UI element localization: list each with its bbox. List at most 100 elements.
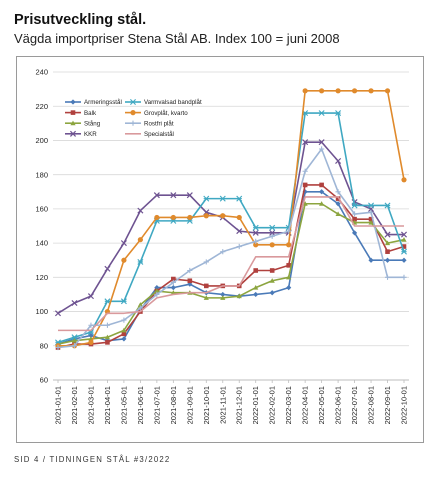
data-point xyxy=(236,195,243,202)
data-point xyxy=(401,177,407,183)
x-tick-label: 2021-08-01 xyxy=(169,386,178,424)
x-tick-label: 2022-06-01 xyxy=(334,386,343,424)
x-tick-label: 2021-01-01 xyxy=(54,386,63,424)
x-tick-label: 2021-03-01 xyxy=(86,386,95,424)
legend-marker xyxy=(69,130,77,137)
data-point xyxy=(335,88,341,94)
data-point xyxy=(220,295,226,300)
data-point xyxy=(219,195,226,202)
data-point xyxy=(121,331,127,337)
data-point xyxy=(170,279,176,286)
series-line-2 xyxy=(57,202,405,345)
data-point xyxy=(319,182,324,188)
x-tick-label: 2022-03-01 xyxy=(284,386,293,424)
data-point xyxy=(269,290,275,296)
series-line-6 xyxy=(57,148,404,349)
data-point xyxy=(335,110,342,117)
data-point xyxy=(220,249,226,255)
data-point xyxy=(335,189,341,195)
series-line-5 xyxy=(58,90,405,347)
y-tick-label: 220 xyxy=(35,102,48,111)
x-tick-label: 2021-11-01 xyxy=(218,386,227,424)
y-tick-label: 60 xyxy=(40,376,48,385)
data-point xyxy=(269,278,275,283)
data-point xyxy=(137,302,143,307)
data-point xyxy=(153,192,160,199)
x-tick-label: 2022-05-01 xyxy=(317,386,326,424)
data-point xyxy=(137,258,144,265)
data-point xyxy=(88,322,94,328)
data-point xyxy=(302,182,308,188)
data-point xyxy=(302,88,308,94)
legend-marker xyxy=(130,120,136,126)
data-point xyxy=(319,201,325,206)
data-point xyxy=(319,189,325,195)
data-point xyxy=(137,305,143,311)
x-tick-label: 2021-06-01 xyxy=(136,386,145,424)
data-point xyxy=(401,237,407,242)
x-tick-label: 2022-07-01 xyxy=(350,386,359,424)
data-point xyxy=(302,139,309,146)
data-point xyxy=(269,242,275,248)
data-point xyxy=(170,285,176,291)
legend-label: Rostfri plåt xyxy=(144,120,174,127)
data-point xyxy=(253,238,259,244)
series-line-7 xyxy=(58,196,404,332)
legend-marker xyxy=(70,99,76,105)
page-footer: SID 4 / TIDNINGEN STÅL #3/2022 xyxy=(14,455,171,464)
data-point xyxy=(400,231,408,238)
data-point xyxy=(335,211,341,217)
x-tick-label: 2021-05-01 xyxy=(119,386,128,424)
data-point xyxy=(71,343,78,349)
data-point xyxy=(384,88,391,94)
x-tick-label: 2022-08-01 xyxy=(367,386,376,424)
data-point xyxy=(368,202,375,209)
data-point xyxy=(335,157,342,165)
data-point xyxy=(203,213,209,219)
data-point xyxy=(351,211,358,217)
data-point xyxy=(71,299,78,307)
data-point xyxy=(368,216,374,222)
data-point xyxy=(104,334,111,340)
data-point xyxy=(319,146,325,152)
y-tick-label: 180 xyxy=(35,170,48,179)
data-point xyxy=(253,285,259,290)
data-point xyxy=(120,240,127,247)
data-point xyxy=(252,224,259,231)
data-point xyxy=(318,110,325,117)
data-point xyxy=(368,257,374,263)
data-point xyxy=(187,278,193,284)
legend-label: Stång xyxy=(84,120,101,127)
data-point xyxy=(203,295,209,300)
legend-label: Specialstål xyxy=(144,131,174,138)
y-tick-label: 120 xyxy=(35,273,48,282)
data-point xyxy=(220,213,226,219)
legend-marker xyxy=(70,120,76,126)
data-point xyxy=(121,327,127,333)
data-point xyxy=(236,214,242,221)
series-line-3 xyxy=(57,141,404,314)
data-point xyxy=(236,293,242,299)
data-point xyxy=(154,214,160,221)
data-point xyxy=(335,196,341,201)
data-point xyxy=(269,233,275,239)
data-point xyxy=(286,263,291,268)
y-tick-label: 160 xyxy=(35,204,48,213)
data-point xyxy=(71,334,78,341)
data-point xyxy=(120,298,127,305)
x-tick-label: 2022-04-01 xyxy=(301,386,310,424)
data-point xyxy=(286,242,292,248)
data-point xyxy=(352,216,357,222)
legend-marker xyxy=(70,110,76,115)
series-line-0 xyxy=(57,190,404,345)
data-point xyxy=(104,298,111,305)
x-tick-label: 2021-04-01 xyxy=(103,386,112,424)
data-point xyxy=(88,339,94,345)
data-point xyxy=(302,189,308,195)
data-point xyxy=(384,257,391,263)
data-point xyxy=(385,249,390,254)
data-point xyxy=(286,228,292,234)
x-tick-label: 2022-09-01 xyxy=(383,386,392,424)
series-line-4 xyxy=(57,112,405,344)
